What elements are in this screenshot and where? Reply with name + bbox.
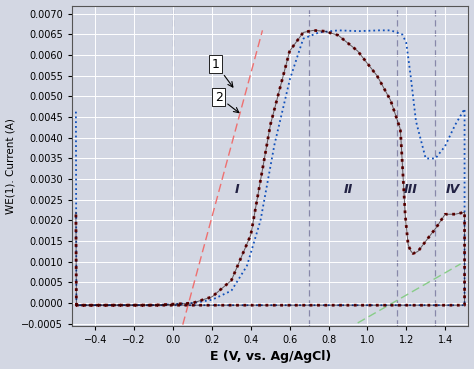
Text: II: II	[343, 183, 353, 196]
Text: 2: 2	[215, 91, 239, 113]
Y-axis label: WE(1). Current (A): WE(1). Current (A)	[6, 118, 16, 214]
X-axis label: E (V, vs. Ag/AgCl): E (V, vs. Ag/AgCl)	[210, 351, 331, 363]
Text: III: III	[404, 183, 418, 196]
Text: IV: IV	[446, 183, 460, 196]
Text: 1: 1	[212, 58, 233, 87]
Text: I: I	[235, 183, 239, 196]
